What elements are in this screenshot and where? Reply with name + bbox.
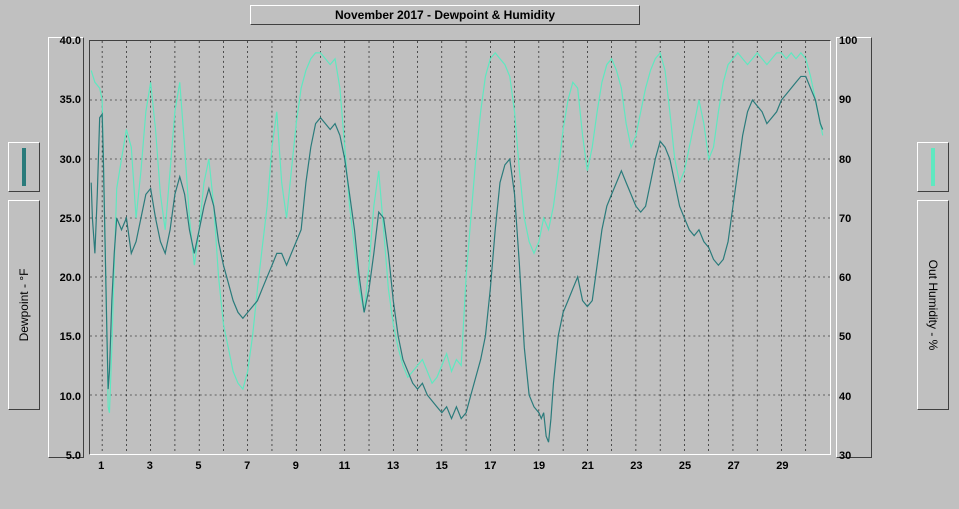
xtick: 7	[244, 460, 250, 472]
xtick: 27	[728, 460, 740, 472]
xtick: 13	[387, 460, 399, 472]
ytick-left: 25.0	[49, 213, 81, 225]
legend-color-humidity	[931, 148, 935, 186]
ytick-right: 50	[839, 331, 871, 343]
ytick-right: 40	[839, 391, 871, 403]
humidity-line	[91, 53, 823, 413]
ytick-left: 20.0	[49, 272, 81, 284]
xtick: 1	[98, 460, 104, 472]
plot-svg	[90, 41, 830, 454]
y-axis-label-box-left: Dewpoint - °F	[8, 200, 40, 410]
ytick-left: 15.0	[49, 331, 81, 343]
y-axis-label-right: Out Humidity - %	[926, 260, 940, 351]
xtick: 23	[630, 460, 642, 472]
chart-title: November 2017 - Dewpoint & Humidity	[250, 5, 640, 25]
y-axis-right: 30405060708090100	[836, 37, 872, 458]
legend-swatch-dewpoint	[8, 142, 40, 192]
y-axis-label-left: Dewpoint - °F	[17, 269, 31, 342]
ytick-right: 90	[839, 94, 871, 106]
xtick: 5	[195, 460, 201, 472]
legend-color-dewpoint	[22, 148, 26, 186]
xtick: 11	[339, 460, 351, 472]
ytick-left: 10.0	[49, 391, 81, 403]
dewpoint-line	[91, 76, 823, 442]
ytick-right: 60	[839, 272, 871, 284]
xtick: 29	[776, 460, 788, 472]
y-axis-left: 5.010.015.020.025.030.035.040.0	[48, 37, 84, 458]
ytick-right: 30	[839, 450, 871, 462]
xtick: 3	[147, 460, 153, 472]
y-axis-label-box-right: Out Humidity - %	[917, 200, 949, 410]
ytick-right: 80	[839, 154, 871, 166]
xtick: 15	[436, 460, 448, 472]
xtick: 19	[533, 460, 545, 472]
xtick: 25	[679, 460, 691, 472]
ytick-right: 70	[839, 213, 871, 225]
ytick-left: 30.0	[49, 154, 81, 166]
ytick-left: 5.0	[49, 450, 81, 462]
xtick: 9	[293, 460, 299, 472]
xtick: 17	[484, 460, 496, 472]
ytick-right: 100	[839, 35, 871, 47]
legend-swatch-humidity	[917, 142, 949, 192]
ytick-left: 35.0	[49, 94, 81, 106]
plot-area	[89, 40, 831, 455]
ytick-left: 40.0	[49, 35, 81, 47]
xtick: 21	[582, 460, 594, 472]
